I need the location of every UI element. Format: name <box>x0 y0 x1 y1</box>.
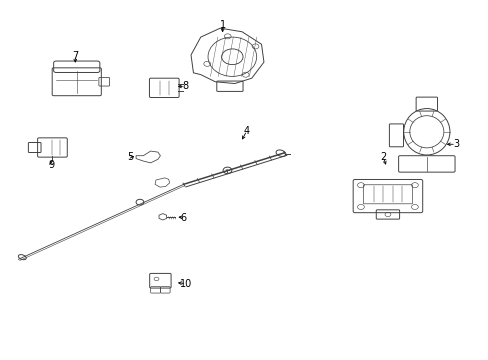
Text: 3: 3 <box>452 139 458 149</box>
Text: 9: 9 <box>48 159 54 170</box>
Text: 7: 7 <box>72 51 78 61</box>
Text: 2: 2 <box>379 152 386 162</box>
Text: 1: 1 <box>219 19 225 30</box>
Text: 6: 6 <box>180 212 186 222</box>
Text: 8: 8 <box>182 81 188 91</box>
Text: 5: 5 <box>127 152 133 162</box>
Text: 4: 4 <box>244 126 249 136</box>
Text: 10: 10 <box>180 279 192 289</box>
